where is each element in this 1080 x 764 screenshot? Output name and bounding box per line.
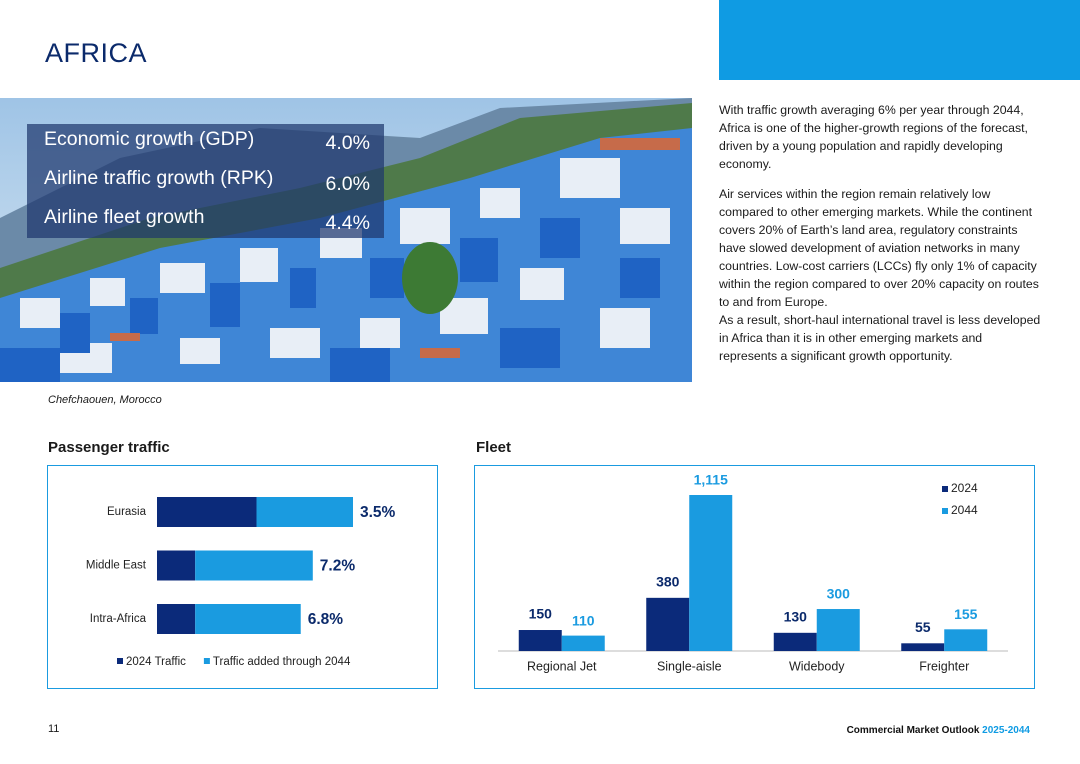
value-label: 1,115 (694, 472, 728, 488)
highlight-row: Airline fleet growth 4.4% (44, 206, 370, 236)
chart-frame (474, 465, 1035, 689)
bar (944, 629, 988, 651)
bar (773, 632, 817, 651)
bar (689, 495, 733, 651)
page-number: 11 (48, 723, 60, 735)
highlight-value: 4.0% (325, 132, 370, 154)
growth-label: 7.2% (320, 558, 356, 575)
value-label: 380 (656, 574, 680, 590)
category-label: Widebody (789, 659, 845, 673)
value-label: 150 (529, 606, 553, 622)
chart-title: Passenger traffic (48, 439, 170, 456)
footer-years: 2025-2044 (982, 725, 1030, 736)
bar (816, 609, 860, 651)
footer-text: Commercial Market Outlook (846, 725, 980, 736)
chart-title: Fleet (476, 439, 512, 456)
photo-caption: Chefchaouen, Morocco (48, 394, 162, 406)
bar-segment (195, 604, 301, 634)
category-label: Regional Jet (527, 659, 597, 673)
highlight-row: Airline traffic growth (RPK) 6.0% (44, 167, 370, 197)
page-title: AFRICA (45, 38, 148, 68)
legend-label: 2044 (951, 503, 978, 517)
highlight-row: Economic growth (GDP) 4.0% (44, 128, 370, 158)
value-label: 55 (915, 619, 931, 635)
value-label: 110 (572, 612, 595, 628)
footer-title: Commercial Market Outlook 2025-2044 (847, 725, 1030, 736)
paragraph: With traffic growth averaging 6% per yea… (719, 103, 1028, 171)
bar (646, 597, 690, 651)
highlight-label: Economic growth (GDP) (44, 128, 255, 150)
growth-label: 3.5% (360, 504, 396, 521)
category-label: Freighter (919, 659, 969, 673)
category-label: Single-aisle (657, 659, 722, 673)
body-text: With traffic growth averaging 6% per yea… (719, 101, 1041, 377)
highlight-value: 6.0% (325, 173, 370, 195)
bar (901, 643, 945, 651)
value-label: 300 (827, 586, 851, 602)
bar-segment (157, 604, 196, 634)
highlights-box: Economic growth (GDP) 4.0% Airline traffic… (27, 124, 384, 238)
legend-label: 2024 Traffic (126, 656, 186, 668)
bar (518, 630, 562, 651)
bar (561, 635, 605, 651)
category-label: Eurasia (107, 506, 147, 518)
paragraph: Air services within the region remain re… (719, 187, 1039, 309)
header-block (719, 0, 1080, 80)
highlight-label: Airline fleet growth (44, 206, 205, 228)
passenger-chart: Eurasia 3.5% Middle East 7.2% Intra-Africa 6.… (86, 497, 396, 668)
highlight-label: Airline traffic growth (RPK) (44, 167, 274, 189)
bar-segment (157, 497, 257, 527)
category-label: Middle East (86, 560, 147, 572)
category-label: Intra-Africa (90, 613, 147, 625)
legend-label: 2024 (951, 481, 978, 495)
bar-segment (157, 550, 196, 581)
value-label: 130 (784, 609, 808, 625)
bar-segment (195, 550, 313, 581)
legend-label: Traffic added through 2044 (213, 656, 351, 668)
highlight-value: 4.4% (325, 212, 370, 234)
fleet-chart: Regional Jet 150 110 Single-aisle 380 1,115 Wi… (498, 472, 1008, 673)
bar-segment (256, 497, 353, 527)
legend-swatch (117, 658, 123, 664)
legend-swatch (203, 658, 210, 664)
growth-label: 6.8% (308, 611, 344, 628)
paragraph: As a result, short-haul international tr… (719, 313, 1041, 363)
chart-frame (47, 465, 438, 689)
legend-swatch (942, 486, 948, 492)
legend-swatch (942, 508, 948, 514)
value-label: 155 (954, 606, 978, 622)
